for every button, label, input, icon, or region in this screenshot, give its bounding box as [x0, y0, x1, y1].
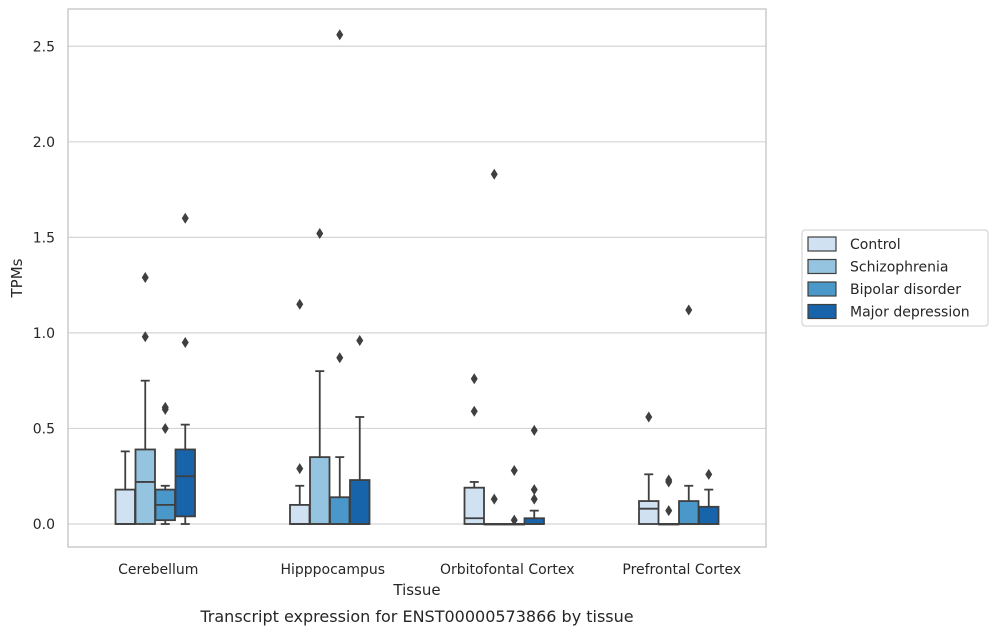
outlier-point	[296, 463, 304, 475]
box	[289, 298, 311, 525]
box-iqr	[134, 448, 156, 525]
x-axis-tick-labels: Cerebellum Hipppocampus Orbitofontal Corte…	[118, 562, 741, 578]
box-plot-series	[114, 29, 720, 526]
outlier-point	[705, 468, 713, 480]
outlier-point	[530, 493, 538, 505]
series-major-depression	[174, 212, 720, 525]
y-tick-label: 2.0	[33, 135, 55, 151]
outlier-point	[141, 331, 149, 343]
outlier-point	[530, 424, 538, 436]
box	[638, 411, 660, 525]
box-iqr	[329, 496, 351, 525]
box	[114, 450, 136, 525]
outlier-point	[141, 271, 149, 283]
legend-label: Control	[850, 237, 901, 253]
box-iqr	[698, 505, 720, 525]
box	[174, 212, 196, 525]
outlier-point	[470, 373, 478, 385]
box	[309, 228, 331, 525]
box	[154, 401, 176, 525]
box-iqr	[678, 500, 700, 525]
outlier-point	[161, 401, 169, 413]
box-iqr	[174, 448, 196, 518]
y-tick-label: 0.0	[33, 517, 55, 533]
outlier-point	[470, 405, 478, 417]
box	[523, 424, 545, 525]
outlier-point	[490, 493, 498, 505]
outlier-point	[356, 335, 364, 347]
box-iqr	[349, 479, 371, 525]
legend-frame	[801, 229, 989, 327]
legend-swatch	[807, 258, 837, 275]
outlier-point	[645, 411, 653, 423]
y-tick-label: 1.5	[33, 230, 55, 246]
legend-swatch	[807, 281, 837, 297]
outlier-point	[161, 422, 169, 434]
outlier-point	[490, 168, 498, 180]
box	[483, 168, 505, 526]
box	[329, 29, 351, 525]
x-tick-label: Hipppocampus	[280, 562, 385, 578]
plot-area-frame	[67, 8, 767, 548]
y-axis-tick-labels: 0.0 0.5 1.0 1.5 2.0 2.5	[33, 39, 55, 533]
box	[503, 464, 525, 526]
box	[349, 335, 371, 525]
box-iqr	[289, 503, 311, 525]
outlier-point	[296, 298, 304, 310]
box	[463, 373, 485, 525]
y-tick-label: 1.0	[33, 326, 55, 342]
x-tick-label: Orbitofontal Cortex	[440, 562, 575, 578]
outlier-point	[510, 464, 518, 476]
legend-swatch	[807, 303, 837, 320]
y-tick-label: 0.5	[33, 421, 55, 437]
x-tick-label: Prefrontal Cortex	[622, 562, 741, 578]
box	[698, 468, 720, 525]
outlier-point	[510, 514, 518, 526]
outlier-point	[181, 212, 189, 224]
series-bipolar-disorder	[154, 29, 700, 526]
outlier-point	[181, 336, 189, 348]
box-iqr	[114, 488, 136, 525]
outlier-point	[336, 352, 344, 364]
series-schizophrenia	[134, 168, 680, 526]
chart-caption: Transcript expression for ENST0000057386…	[199, 607, 633, 626]
series-control	[114, 298, 660, 525]
outlier-point	[316, 228, 324, 240]
outlier-point	[665, 474, 673, 486]
y-axis-label: TPMs	[8, 258, 26, 298]
box	[658, 474, 680, 526]
box	[134, 271, 156, 525]
legend-swatch	[807, 236, 837, 252]
x-axis-label: Tissue	[392, 581, 440, 599]
box-iqr	[638, 500, 660, 525]
outlier-point	[665, 505, 673, 517]
legend-label: Schizophrenia	[850, 260, 948, 276]
box-iqr	[309, 456, 331, 525]
outlier-point	[336, 29, 344, 41]
outlier-point	[685, 304, 693, 316]
legend-label: Bipolar disorder	[850, 282, 961, 298]
legend-label: Major depression	[850, 305, 970, 321]
box-iqr	[463, 486, 485, 525]
outlier-point	[530, 484, 538, 496]
x-tick-label: Cerebellum	[118, 562, 198, 578]
y-tick-label: 2.5	[33, 39, 55, 55]
legend: Control Schizophrenia Bipolar disorder Majo…	[801, 229, 989, 327]
